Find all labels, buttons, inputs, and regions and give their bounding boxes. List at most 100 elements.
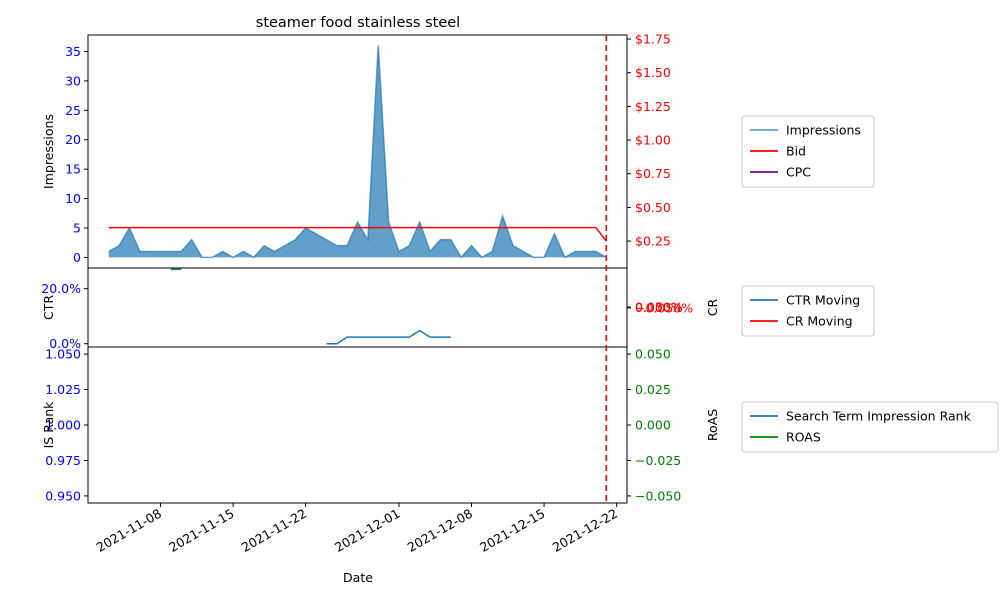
right-tick-label: $1.25 xyxy=(635,99,671,114)
panel-impressions: 0 5 10 15 20 25 30 35 $0.25 $0.50 $0.75 $1.00 $1.25 $… xyxy=(41,32,671,269)
right-tick-label: −0.050% xyxy=(635,300,693,315)
legend-entry: Search Term Impression Rank xyxy=(786,409,972,424)
legend-entry: CR Moving xyxy=(786,314,853,329)
impressions-point-2021-11-25 xyxy=(336,245,338,247)
impressions-point-2021-11-19 xyxy=(274,251,276,253)
left-tick-label: 30 xyxy=(65,73,81,88)
legend-entry: CPC xyxy=(786,165,811,180)
impressions-point-2021-12-06 xyxy=(450,239,452,241)
impressions-point-2021-12-07 xyxy=(460,257,462,259)
left-tick-label: 1.050 xyxy=(45,347,81,362)
left-tick-label: 1.000 xyxy=(45,418,81,433)
legend-rank-roas: Search Term Impression Rank ROAS xyxy=(741,401,999,453)
left-tick-label: 0.950 xyxy=(45,488,81,503)
impressions-area xyxy=(108,45,607,258)
right-tick-label: $1.75 xyxy=(635,32,671,47)
impressions-point-2021-11-28 xyxy=(367,239,369,241)
impressions-point-2021-11-20 xyxy=(284,245,286,247)
right-tick-label: −0.025 xyxy=(635,453,681,468)
panel-ctr-cr: 0.0% 20.0% −0.050%0.000%0.050% CTR CR xyxy=(41,267,720,351)
x-tick-label: 2021-11-22 xyxy=(239,506,309,555)
legend-entry: CTR Moving xyxy=(786,293,860,308)
impressions-point-2021-11-14 xyxy=(222,251,224,253)
impressions-point-2021-12-03 xyxy=(419,221,421,223)
impressions-point-2021-12-01 xyxy=(398,251,400,253)
impressions-point-2021-11-06 xyxy=(139,251,141,253)
legend-ctr-cr: CTR Moving CR Moving xyxy=(741,285,875,337)
ctr-moving-segment-1 xyxy=(326,329,451,345)
left-tick-label: 25 xyxy=(65,103,81,118)
impressions-point-2021-11-30 xyxy=(388,221,390,223)
axes-frame xyxy=(87,267,628,348)
impressions-point-2021-11-18 xyxy=(263,245,265,247)
x-tick-label: 2021-12-22 xyxy=(550,506,620,555)
left-tick-label: 0 xyxy=(73,250,81,265)
left-tick-label: 0.0% xyxy=(49,336,81,351)
impressions-point-2021-11-09 xyxy=(170,251,172,253)
right-tick-label: $0.75 xyxy=(635,166,671,181)
impressions-point-2021-12-20 xyxy=(595,251,597,253)
x-tick-label: 2021-12-01 xyxy=(332,506,402,555)
bid-line xyxy=(108,226,607,242)
impressions-point-2021-12-11 xyxy=(502,215,504,217)
right-axis-label: RoAS xyxy=(705,409,720,441)
right-tick-label: 0.000 xyxy=(635,418,671,433)
left-axis-label: Impressions xyxy=(41,114,56,189)
impressions-point-2021-11-21 xyxy=(295,239,297,241)
right-tick-label: 0.050% xyxy=(635,300,683,315)
left-axis-label: IS Rank xyxy=(41,401,56,449)
chart-title: steamer food stainless steel xyxy=(256,15,460,31)
legend-entry: Bid xyxy=(786,144,806,159)
impressions-point-2021-11-23 xyxy=(315,233,317,235)
left-tick-label: 0.975 xyxy=(45,453,81,468)
impressions-point-2021-12-04 xyxy=(429,251,431,253)
right-tick-label: $0.25 xyxy=(635,234,671,249)
impressions-point-2021-12-09 xyxy=(481,257,483,259)
impressions-point-2021-11-04 xyxy=(118,245,120,247)
right-tick-label: 0.050 xyxy=(635,347,671,362)
left-tick-label: 15 xyxy=(65,162,81,177)
left-tick-label: 10 xyxy=(65,191,81,206)
impressions-point-2021-12-13 xyxy=(523,251,525,253)
x-axis: 2021-11-08 2021-11-15 2021-11-22 2021-12-01… xyxy=(94,503,620,555)
impressions-point-2021-12-16 xyxy=(554,233,556,235)
impressions-point-2021-11-29 xyxy=(377,45,379,47)
impressions-point-2021-12-19 xyxy=(585,251,587,253)
right-tick-label: $1.00 xyxy=(635,133,671,148)
right-tick-label: 0.025 xyxy=(635,382,671,397)
legend-box xyxy=(741,285,875,337)
impressions-point-2021-11-07 xyxy=(149,251,151,253)
right-axis-label: CR xyxy=(705,298,720,316)
impressions-point-2021-12-17 xyxy=(564,257,566,259)
impressions-point-2021-12-18 xyxy=(574,251,576,253)
left-tick-label: 20 xyxy=(65,132,81,147)
impressions-point-2021-11-10 xyxy=(180,251,182,253)
legend-entry: Impressions xyxy=(786,123,861,138)
x-tick-label: 2021-12-08 xyxy=(405,506,475,555)
left-axis-label: CTR xyxy=(41,295,56,320)
impressions-point-2021-12-08 xyxy=(471,245,473,247)
impressions-point-2021-12-12 xyxy=(512,245,514,247)
impressions-point-2021-11-11 xyxy=(191,239,193,241)
impressions-point-2021-11-24 xyxy=(326,239,328,241)
x-tick-label: 2021-11-08 xyxy=(94,506,164,555)
impressions-line xyxy=(108,45,607,259)
left-tick-label: 35 xyxy=(65,44,81,59)
left-tick-label: 5 xyxy=(73,220,81,235)
legend-impressions: Impressions Bid CPC xyxy=(741,115,875,188)
impressions-point-2021-12-14 xyxy=(533,257,535,259)
left-tick-label: 1.025 xyxy=(45,382,81,397)
axes-frame xyxy=(87,346,628,504)
right-tick-label: 0.000% xyxy=(635,300,683,315)
left-tick-label: 20.0% xyxy=(41,281,81,296)
impressions-point-2021-11-17 xyxy=(253,257,255,259)
impressions-point-2021-11-15 xyxy=(232,257,234,259)
legend-entry: ROAS xyxy=(786,430,821,445)
x-tick-label: 2021-11-15 xyxy=(166,506,236,555)
right-tick-label: $1.50 xyxy=(635,65,671,80)
right-tick-label: −0.050 xyxy=(635,488,681,503)
impressions-point-2021-12-02 xyxy=(409,245,411,247)
legend-box xyxy=(741,115,875,188)
impressions-point-2021-12-10 xyxy=(491,251,493,253)
impressions-point-2021-11-08 xyxy=(160,251,162,253)
